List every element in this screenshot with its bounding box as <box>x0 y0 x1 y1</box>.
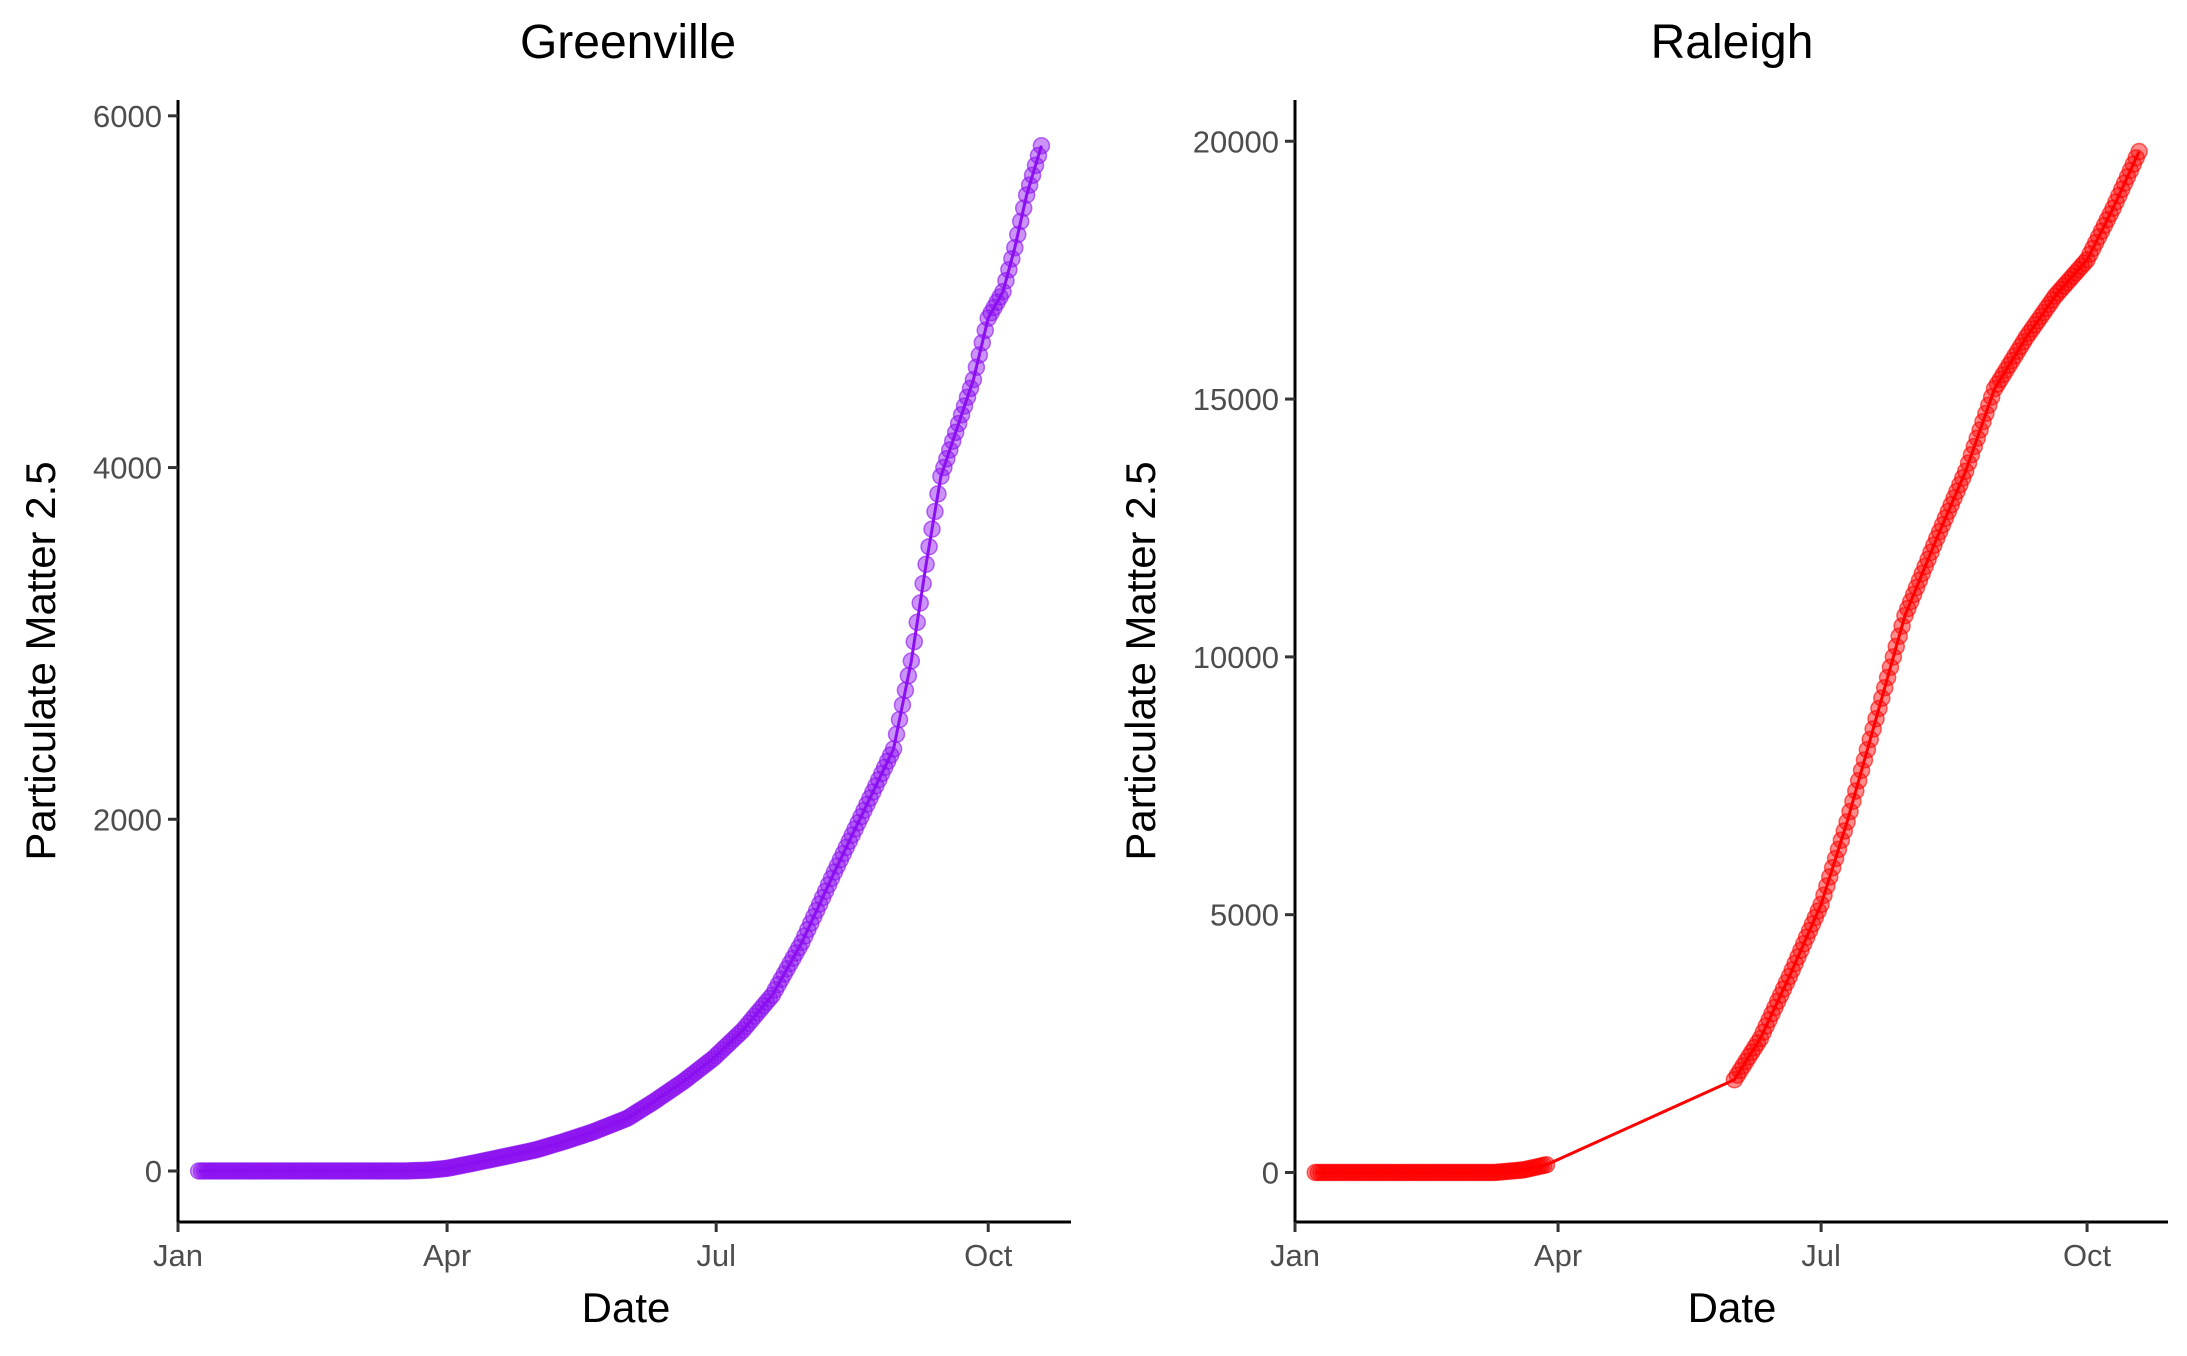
x-axis-title: Date <box>1688 1284 1777 1331</box>
y-tick-label: 0 <box>145 1154 162 1189</box>
x-tick-label: Apr <box>423 1238 471 1273</box>
y-tick-label: 20000 <box>1193 124 1279 159</box>
data-point <box>1858 740 1877 759</box>
panel-raleigh: Raleigh 0 5000 10000 15000 20000 Jan Apr Jul Oc… <box>1117 16 2168 1331</box>
data-point <box>926 502 944 521</box>
data-point <box>884 740 903 758</box>
data-point <box>1884 648 1903 666</box>
data-point <box>1009 225 1027 244</box>
data-point <box>899 666 918 685</box>
data-point <box>1026 156 1045 175</box>
data-point <box>893 696 912 714</box>
data-point <box>2130 142 2148 161</box>
y-axis-title: Particulate Matter 2.5 <box>1117 461 1164 860</box>
series <box>1306 142 2148 1182</box>
series-line <box>1315 150 2141 1174</box>
x-tick-label: Oct <box>2063 1238 2112 1273</box>
data-point <box>917 555 935 574</box>
data-point <box>2008 342 2027 360</box>
data-point <box>1852 761 1871 780</box>
data-point <box>890 710 909 729</box>
data-point <box>1991 370 2010 389</box>
data-point <box>896 681 915 700</box>
y-tick-label: 2000 <box>93 802 162 837</box>
x-ticks: Jan Apr Jul Oct <box>1270 1222 2112 1273</box>
x-tick-label: Jul <box>696 1238 736 1273</box>
data-point <box>1023 166 1042 185</box>
panel-greenville: Greenville 0 2000 4000 6000 Jan Apr Jul Oct Da… <box>17 16 1071 1331</box>
data-point <box>997 271 1015 290</box>
data-point <box>2006 347 2024 365</box>
data-point <box>1011 212 1030 231</box>
data-point <box>1017 186 1036 204</box>
data-point <box>1893 617 1911 635</box>
y-ticks: 0 5000 10000 15000 20000 <box>1193 124 1295 1191</box>
y-tick-label: 15000 <box>1193 382 1279 417</box>
data-point <box>2014 333 2033 351</box>
data-point <box>1890 627 1908 645</box>
data-point <box>2000 356 2018 375</box>
data-point <box>914 574 932 593</box>
panel-title: Raleigh <box>1651 16 1814 69</box>
y-tick-label: 6000 <box>93 99 162 134</box>
data-point <box>1841 802 1859 821</box>
x-tick-label: Oct <box>964 1238 1013 1273</box>
y-tick-label: 10000 <box>1193 640 1279 675</box>
data-point <box>887 725 906 744</box>
data-point <box>1020 176 1039 194</box>
data-point <box>920 537 938 556</box>
data-point <box>1006 238 1024 257</box>
data-point <box>1847 782 1865 800</box>
data-point <box>1029 146 1048 165</box>
x-tick-label: Jul <box>1801 1238 1841 1273</box>
y-ticks: 0 2000 4000 6000 <box>93 99 178 1189</box>
data-point <box>2011 337 2030 356</box>
data-point <box>994 282 1012 301</box>
x-tick-label: Jan <box>1270 1238 1320 1273</box>
data-point <box>1864 720 1882 738</box>
data-point <box>923 520 941 538</box>
data-point <box>1000 260 1018 279</box>
y-tick-label: 4000 <box>93 451 162 486</box>
data-point <box>1867 710 1885 728</box>
data-point <box>1537 1156 1556 1174</box>
data-point <box>1870 699 1888 718</box>
x-ticks: Jan Apr Jul Oct <box>153 1222 1013 1273</box>
data-point <box>1881 658 1900 676</box>
data-point <box>1988 375 2007 393</box>
data-point <box>1014 199 1033 217</box>
data-point <box>1861 730 1879 749</box>
x-axis-title: Date <box>582 1284 671 1331</box>
data-point <box>1997 361 2015 379</box>
data-point <box>1855 751 1874 769</box>
x-tick-label: Apr <box>1534 1238 1582 1273</box>
data-point <box>1873 689 1891 707</box>
data-point <box>1838 813 1856 831</box>
data-point <box>1878 668 1897 687</box>
y-axis-title: Particulate Matter 2.5 <box>17 461 64 860</box>
data-point <box>1003 249 1021 268</box>
data-point <box>2003 351 2021 370</box>
data-point <box>905 632 924 651</box>
data-point <box>902 652 921 670</box>
data-point <box>1985 380 2004 398</box>
data-point <box>1887 637 1906 656</box>
data-point <box>1875 679 1894 697</box>
data-point <box>1994 365 2012 384</box>
series <box>189 136 1051 1180</box>
data-point <box>1849 771 1868 790</box>
data-point <box>1844 792 1862 810</box>
data-point <box>908 613 926 632</box>
data-point <box>929 485 947 503</box>
data-point <box>1032 136 1051 155</box>
data-point <box>911 594 929 612</box>
y-tick-label: 0 <box>1262 1156 1279 1191</box>
panel-title: Greenville <box>520 16 736 69</box>
x-tick-label: Jan <box>153 1238 203 1273</box>
y-tick-label: 5000 <box>1210 898 1279 933</box>
